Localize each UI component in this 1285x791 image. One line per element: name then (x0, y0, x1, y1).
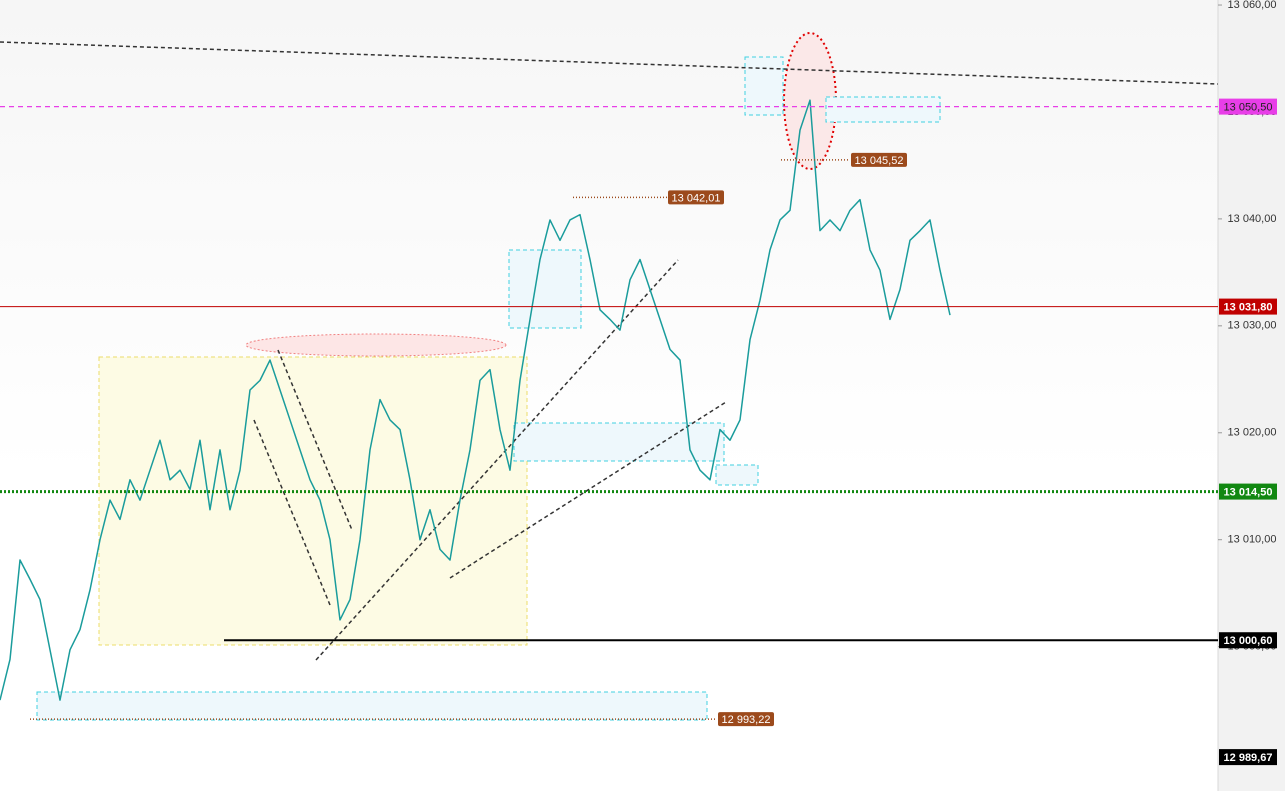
trend-line (253, 419, 331, 606)
trend-line (277, 349, 353, 531)
highlight-ellipse (245, 333, 507, 357)
trend-line (449, 401, 727, 579)
price-level-label: 13 050,50 (1224, 102, 1273, 114)
y-tick-label: 13 010,00 (1228, 534, 1277, 546)
zone-box (36, 691, 708, 721)
annotation-label: 13 045,52 (855, 155, 904, 167)
zone-box (715, 464, 759, 486)
price-level-label: 13 000,60 (1224, 635, 1273, 647)
zone-box (825, 96, 941, 123)
y-tick-label: 13 060,00 (1228, 0, 1277, 11)
price-level-tag (1219, 98, 1277, 115)
price-level-label: 13 031,80 (1224, 301, 1273, 313)
drawings (0, 32, 1219, 721)
price-level-label: 13 014,50 (1224, 486, 1273, 498)
y-tick-label: 13 040,00 (1228, 213, 1277, 225)
price-level-label: 12 989,67 (1224, 752, 1273, 764)
annotation-tag (668, 190, 724, 205)
price-level-tag (1219, 298, 1277, 315)
price-level-tag (1219, 483, 1277, 500)
zone-box (744, 56, 784, 116)
zone-box (508, 249, 582, 329)
trend-line (0, 41, 1219, 85)
price-level-tag (1219, 749, 1277, 766)
price-line (0, 99, 951, 701)
annotation-tag (851, 152, 907, 167)
annotation-tag (718, 712, 774, 727)
axis-panel (1218, 0, 1285, 791)
y-tick-label: 13 020,00 (1228, 427, 1277, 439)
annotation-label: 13 042,01 (672, 192, 721, 204)
price-level-tag (1219, 632, 1277, 649)
y-tick-label: 13 030,00 (1228, 320, 1277, 332)
annotation-label: 12 993,22 (722, 714, 771, 726)
range-box (98, 356, 528, 646)
